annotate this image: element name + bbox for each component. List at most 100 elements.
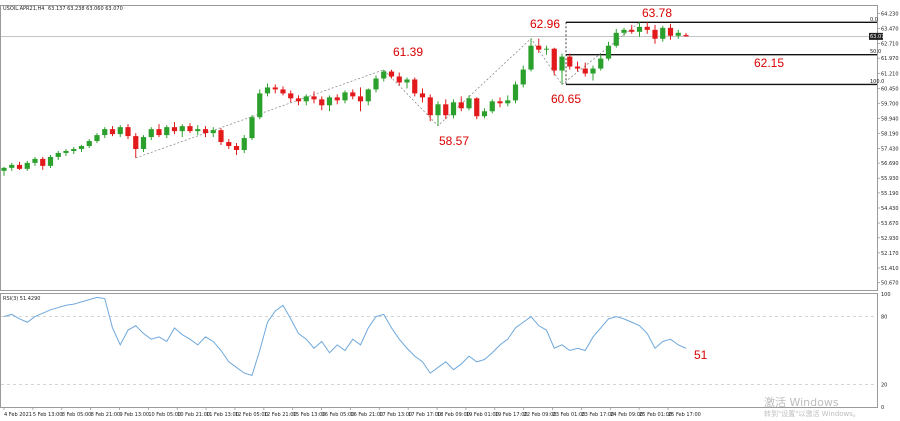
candle-body (505, 100, 511, 104)
price-tick-label: 57.430 (881, 146, 899, 152)
candle-body (481, 111, 488, 117)
candle-body (117, 127, 123, 135)
time-tick-label: 17 Feb 13:00 (379, 412, 412, 418)
time-tick-label: 16 Feb 05:00 (322, 412, 355, 418)
time-tick-label: 19 Feb 01:00 (466, 412, 499, 418)
candle-body (435, 104, 441, 116)
candle-body (202, 129, 209, 134)
rsi-tick-label: 0 (881, 405, 884, 411)
time-tick-label: 25 Feb 01:00 (639, 412, 672, 418)
candle-body (241, 138, 247, 150)
candle-body (520, 69, 526, 85)
candle-body (613, 32, 619, 46)
time-axis: 4 Feb 2021 5 Feb 13:00 8 Feb 05:00 8 Feb 21… (3, 407, 701, 418)
candle-body (683, 35, 689, 37)
time-tick-label: 25 Feb 17:00 (668, 412, 701, 418)
candle-body (326, 97, 333, 106)
watermark-line2: 转到"设置"以激活 Windows。 (764, 409, 860, 418)
annotation-60-65: 60.65 (551, 92, 581, 106)
candle-body (55, 152, 61, 157)
candle-body (280, 89, 286, 94)
candle-body (675, 32, 681, 36)
watermark-line1: 激活 Windows (764, 395, 839, 409)
candle-body (78, 146, 85, 149)
candle-body (148, 129, 154, 138)
rsi-tick-label: 20 (881, 382, 887, 388)
price-tick-label: 64.230 (881, 11, 899, 17)
candle-body (357, 96, 364, 102)
candle-body (24, 162, 30, 169)
candle-body (543, 48, 550, 50)
time-tick-label: 4 Feb 2021 (4, 412, 32, 418)
candle-body (303, 96, 309, 102)
candle-body (536, 45, 542, 50)
price-tick-label: 62.710 (881, 42, 899, 48)
fib-retracement[interactable]: 0.0 50.0 100.0 (565, 17, 884, 86)
price-tick-label: 50.670 (881, 281, 899, 287)
candle-body (264, 87, 271, 94)
candle-body (226, 142, 232, 147)
candle-body (667, 27, 674, 36)
time-tick-label: 12 Feb 05:00 (235, 412, 268, 418)
time-tick-label: 8 Feb 21:00 (91, 412, 121, 418)
time-tick-label: 18 Feb 09:00 (437, 412, 470, 418)
candle-body (605, 45, 612, 59)
candle-body (388, 71, 395, 77)
annotation-62-96: 62.96 (530, 17, 560, 31)
candle-body (567, 56, 573, 67)
time-tick-label: 5 Feb 13:00 (33, 412, 63, 418)
candle-body (342, 92, 348, 101)
rsi-levels (1, 316, 877, 385)
candle-body (334, 97, 340, 101)
candle-body (125, 127, 131, 137)
candle-body (295, 98, 302, 102)
time-tick-label: 12 Feb 21:00 (264, 412, 297, 418)
time-tick-label: 24 Feb 09:00 (610, 412, 643, 418)
price-panel-frame (0, 5, 878, 291)
candle-body (458, 102, 464, 109)
price-tick-label: 59.700 (881, 101, 899, 107)
price-tick-label: 61.210 (881, 71, 899, 77)
candle-body (9, 164, 15, 168)
candle-body (156, 129, 162, 136)
annotation-61-39: 61.39 (393, 45, 423, 59)
time-tick-label: 15 Feb 13:00 (293, 412, 326, 418)
time-tick-label: 23 Feb 17:00 (581, 412, 614, 418)
candle-body (396, 76, 402, 83)
candle-body (466, 98, 472, 109)
fib-level-label: 0.0 (870, 17, 878, 23)
candle-body (528, 45, 534, 70)
rsi-panel-frame (0, 293, 878, 408)
price-tick-label: 55.190 (881, 191, 899, 197)
symbol-label: USOIL.APR21,H4 (3, 6, 44, 12)
candle-body (443, 104, 449, 116)
price-tick-label: 52.930 (881, 236, 899, 242)
candle-body (210, 130, 216, 134)
price-tick-label: 55.930 (881, 176, 899, 182)
time-tick-label: 10 Feb 05:00 (148, 412, 181, 418)
candle-body (32, 158, 38, 163)
candle-body (404, 79, 410, 83)
candle-body (419, 93, 426, 98)
time-tick-label: 23 Feb 01:00 (553, 412, 586, 418)
candle-body (450, 102, 457, 116)
time-tick-label: 17 Feb 17:00 (408, 412, 441, 418)
time-tick-label: 19 Feb 17:00 (495, 412, 528, 418)
time-tick-label: 11 Feb 13:00 (206, 412, 239, 418)
candle-body (47, 156, 54, 166)
time-tick-label: 22 Feb 09:00 (524, 412, 557, 418)
candle-body (512, 84, 519, 101)
candle-body (319, 99, 325, 106)
candle-body (660, 27, 666, 39)
candle-body (427, 97, 433, 116)
fib-level-label: 100.0 (870, 79, 884, 85)
candle-body (373, 78, 379, 90)
ohlc-label: 63.137 63.238 63.060 63.070 (48, 6, 123, 12)
candle-body (350, 92, 356, 97)
candle-body (590, 68, 596, 74)
candle-body (381, 71, 387, 79)
candle-body (164, 127, 170, 136)
time-tick-label: 9 Feb 13:00 (119, 412, 149, 418)
rsi-tick-label: 100 (881, 292, 891, 298)
candle-body (288, 93, 294, 99)
